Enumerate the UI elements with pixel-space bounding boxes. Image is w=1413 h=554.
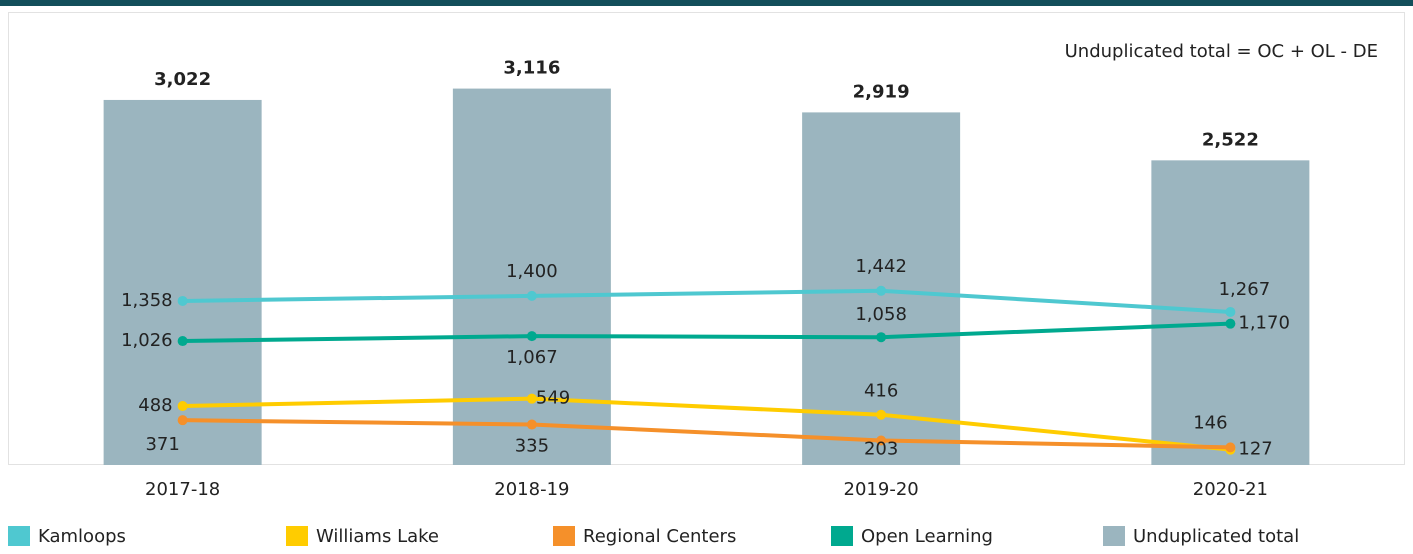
data-label: 335: [515, 436, 549, 457]
point: [177, 415, 188, 426]
legend-label: Unduplicated total: [1133, 526, 1299, 547]
data-label: 1,067: [506, 347, 558, 368]
data-label: 371: [145, 434, 179, 455]
top-border: [0, 0, 1413, 6]
line: [182, 321, 1231, 344]
data-label: 1,400: [506, 261, 558, 282]
legend-label: Open Learning: [861, 526, 993, 547]
point: [177, 401, 188, 412]
data-label: 203: [864, 438, 898, 459]
bar-label: 2,522: [1202, 129, 1259, 150]
x-tick-label: 2017-18: [145, 479, 220, 500]
point: [1225, 442, 1236, 453]
point: [876, 332, 887, 343]
data-label: 1,267: [1219, 279, 1271, 300]
data-label: 127: [1238, 439, 1272, 460]
data-label: 1,058: [855, 304, 907, 325]
x-tick-label: 2018-19: [494, 479, 569, 500]
legend-swatch: [553, 526, 575, 546]
legend-label: Williams Lake: [316, 526, 439, 547]
legend-swatch: [286, 526, 308, 546]
annotation: Unduplicated total = OC + OL - DE: [1065, 41, 1378, 62]
point: [526, 331, 537, 342]
point: [876, 435, 887, 446]
point: [876, 409, 887, 420]
bar-label: 3,022: [154, 69, 211, 90]
data-label: 488: [138, 395, 172, 416]
point: [177, 336, 188, 347]
point: [526, 393, 537, 404]
data-label: 549: [536, 388, 570, 409]
point: [1225, 318, 1236, 329]
x-tick-label: 2019-20: [844, 479, 919, 500]
x-tick-label: 2020-21: [1193, 479, 1268, 500]
legend-swatch: [831, 526, 853, 546]
legend-swatch: [8, 526, 30, 546]
data-label: 146: [1193, 412, 1227, 433]
legend-label: Regional Centers: [583, 526, 736, 547]
point: [177, 295, 188, 306]
point: [1225, 306, 1236, 317]
bar-label: 3,116: [503, 58, 560, 79]
data-label: 1,442: [855, 256, 907, 277]
line: [182, 396, 1231, 452]
point: [526, 419, 537, 430]
point: [876, 285, 887, 296]
point: [526, 290, 537, 301]
data-label: 1,358: [121, 290, 173, 311]
data-label: 1,170: [1238, 313, 1290, 334]
legend-label: Kamloops: [38, 526, 126, 547]
plot-frame: [8, 12, 1405, 465]
data-label: 1,026: [121, 330, 173, 351]
line: [182, 418, 1231, 450]
legend-swatch: [1103, 526, 1125, 546]
data-label: 416: [864, 381, 898, 402]
line: [182, 288, 1231, 314]
bar-label: 2,919: [853, 81, 910, 102]
